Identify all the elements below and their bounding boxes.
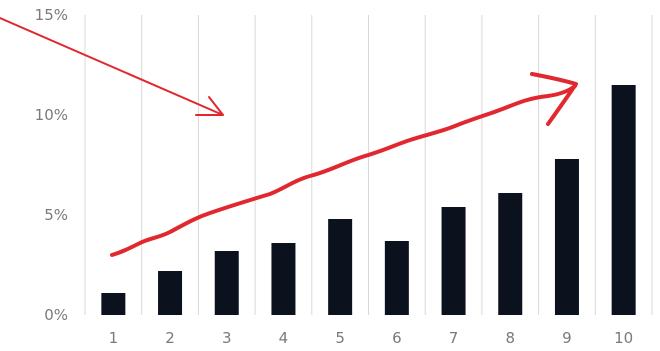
y-tick-label: 0% [44,306,68,324]
bar-2 [158,271,183,315]
bar-5 [328,219,353,315]
bar-1 [101,293,126,315]
bar-7 [441,207,466,315]
trend-arrow-shaft [110,84,577,257]
bar-9 [554,159,579,315]
y-tick-label: 15% [35,6,68,24]
x-axis-tick-labels: 1 2 3 4 5 6 7 8 9 10 [109,329,634,347]
pointer-arrow-shaft [0,17,224,116]
bar-4 [271,243,296,315]
chart-annotations [0,17,578,257]
y-tick-label: 10% [35,106,68,124]
x-tick-label: 4 [279,329,289,347]
y-axis-tick-labels: 0% 5% 10% 15% [35,6,68,324]
x-tick-label: 1 [109,329,119,347]
y-tick-label: 5% [44,206,68,224]
x-tick-label: 5 [335,329,345,347]
x-tick-label: 6 [392,329,402,347]
x-tick-label: 10 [614,329,633,347]
chart-bars [101,85,636,315]
x-tick-label: 9 [562,329,572,347]
x-tick-label: 8 [505,329,515,347]
chart-gridlines [141,15,653,315]
bar-10 [611,85,636,315]
bar-3 [214,251,239,315]
trend-arrow-head [530,72,578,126]
bar-6 [384,241,409,315]
bar-8 [498,193,523,315]
x-tick-label: 2 [165,329,175,347]
x-tick-label: 3 [222,329,232,347]
x-tick-label: 7 [449,329,459,347]
pointer-arrow-head [195,96,224,116]
